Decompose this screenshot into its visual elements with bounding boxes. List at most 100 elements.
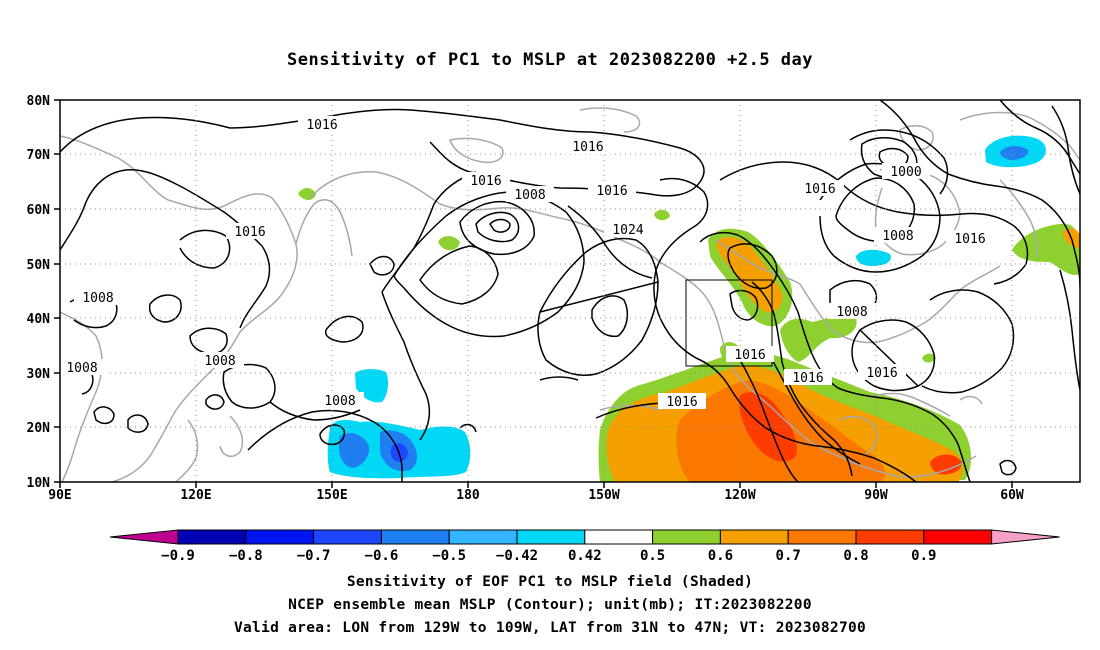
contour-label: 1016 xyxy=(462,172,510,189)
colorbar-tick-label: −0.42 xyxy=(496,548,538,564)
lat-label: 40N xyxy=(27,312,51,327)
colorbar-extend-low xyxy=(109,529,179,545)
svg-text:1016: 1016 xyxy=(866,366,897,381)
contour-label: 1016 xyxy=(946,230,994,247)
svg-text:1016: 1016 xyxy=(804,182,835,197)
shade-pos-box-east xyxy=(780,315,857,362)
svg-text:1024: 1024 xyxy=(612,223,643,238)
shade-neg-hudson-core xyxy=(1000,146,1029,160)
colorbar-bin xyxy=(177,529,247,545)
shade-pos-atlantic xyxy=(1012,223,1080,275)
svg-text:1000: 1000 xyxy=(890,165,921,180)
lat-label: 10N xyxy=(27,476,51,491)
lon-label: 90W xyxy=(864,488,888,503)
colorbar-tick-label: 0.6 xyxy=(708,548,733,564)
colorbar-bin xyxy=(923,529,993,545)
shade-pos-subtropics-red xyxy=(739,392,962,475)
caption-shaded: Sensitivity of EOF PC1 to MSLP field (Sh… xyxy=(346,574,754,590)
lat-label: 30N xyxy=(27,367,51,382)
lat-label: 70N xyxy=(27,148,51,163)
colorbar-tick-label: 0.9 xyxy=(911,548,936,564)
shade-pos-small-4 xyxy=(922,353,936,363)
colorbar-tick-label: −0.6 xyxy=(365,548,399,564)
colorbar-bin xyxy=(380,529,450,545)
colorbar-tick-label: −0.7 xyxy=(297,548,331,564)
caption-contour: NCEP ensemble mean MSLP (Contour); unit(… xyxy=(288,597,812,613)
coastlines xyxy=(60,107,1080,482)
axis-ticks xyxy=(54,99,1013,488)
colorbar-bin xyxy=(584,529,654,545)
colorbar-bin xyxy=(245,529,315,545)
colorbar-extend-high xyxy=(991,529,1060,545)
lon-label: 120E xyxy=(180,488,211,503)
colorbar-tick-label: 0.5 xyxy=(640,548,665,564)
svg-text:1016: 1016 xyxy=(306,118,337,133)
contour-label: 1008 xyxy=(828,303,876,320)
lon-label: 90E xyxy=(48,488,71,503)
longitude-labels: 90E 120E 150E 180 150W 120W 90W 60W xyxy=(48,488,1024,503)
shade-pos-northwest-orange xyxy=(716,237,783,313)
contour-label: 1016 xyxy=(564,138,612,155)
colorbar-bin xyxy=(787,529,857,545)
contour-label: 1008 xyxy=(60,359,108,376)
contour-label: 1016 xyxy=(298,116,346,133)
contour-label: 1016 xyxy=(658,393,706,410)
svg-text:1008: 1008 xyxy=(82,291,113,306)
svg-text:1016: 1016 xyxy=(792,371,823,386)
lon-label: 150W xyxy=(588,488,619,503)
caption-valid-area: Valid area: LON from 129W to 109W, LAT f… xyxy=(233,620,867,636)
latitude-labels: 80N 70N 60N 50N 40N 30N 20N 10N xyxy=(27,94,51,491)
colorbar-tick-label: −0.9 xyxy=(161,548,195,564)
contour-label: 1000 xyxy=(882,163,930,180)
svg-text:1008: 1008 xyxy=(66,361,97,376)
svg-text:1016: 1016 xyxy=(734,348,765,363)
contour-label: 1016 xyxy=(858,364,906,381)
graticule xyxy=(60,100,1080,482)
svg-text:1008: 1008 xyxy=(882,229,913,244)
shade-neg-lakes xyxy=(856,249,891,266)
svg-text:1016: 1016 xyxy=(470,174,501,189)
colorbar-tick-label: −0.8 xyxy=(229,548,263,564)
lon-label: 150E xyxy=(316,488,347,503)
lat-label: 20N xyxy=(27,421,51,436)
svg-text:1008: 1008 xyxy=(324,394,355,409)
contour-label: 1008 xyxy=(316,392,364,409)
chart-title: Sensitivity of PC1 to MSLP at 2023082200… xyxy=(286,50,813,70)
contour-label: 1016 xyxy=(588,182,636,199)
negative-sensitivity-shading xyxy=(327,135,1046,479)
colorbar-bin xyxy=(652,529,721,545)
colorbar-labels: −0.9 −0.8 −0.7 −0.6 −0.5 −0.42 0.42 0.5 0.6 0.7 0.… xyxy=(161,548,936,564)
validation-area-box xyxy=(685,279,773,367)
svg-text:1008: 1008 xyxy=(204,354,235,369)
svg-text:1008: 1008 xyxy=(514,188,545,203)
svg-text:1016: 1016 xyxy=(596,184,627,199)
colorbar-bin xyxy=(855,529,925,545)
colorbar-tick-label: −0.5 xyxy=(432,548,466,564)
contour-label: 1008 xyxy=(506,186,554,203)
colorbar-tick-label: 0.8 xyxy=(843,548,868,564)
lon-label: 120W xyxy=(724,488,755,503)
contour-label: 1016 xyxy=(726,346,774,363)
lon-label: 60W xyxy=(1000,488,1024,503)
shade-pos-small-2 xyxy=(438,236,460,251)
svg-text:1008: 1008 xyxy=(836,305,867,320)
contour-label: 1008 xyxy=(874,227,922,244)
svg-text:1016: 1016 xyxy=(234,225,265,240)
svg-text:1016: 1016 xyxy=(572,140,603,155)
colorbar-tick-label: 0.7 xyxy=(776,548,801,564)
colorbar-bin xyxy=(313,529,382,545)
lat-label: 50N xyxy=(27,258,51,273)
contour-labels: 1016 1016 1016 1016 1016 1016 1008 1024 … xyxy=(60,116,994,410)
map-frame xyxy=(59,99,1081,483)
colorbar-bin xyxy=(516,529,586,545)
contour-label: 1016 xyxy=(796,180,844,197)
svg-text:1016: 1016 xyxy=(666,395,697,410)
svg-text:1016: 1016 xyxy=(954,232,985,247)
colorbar-tick-label: 0.42 xyxy=(568,548,602,564)
lat-label: 60N xyxy=(27,203,51,218)
contour-label: 1024 xyxy=(604,221,652,238)
colorbar-bin xyxy=(448,529,518,545)
contour-label: 1016 xyxy=(226,223,274,240)
lat-label: 80N xyxy=(27,94,51,109)
